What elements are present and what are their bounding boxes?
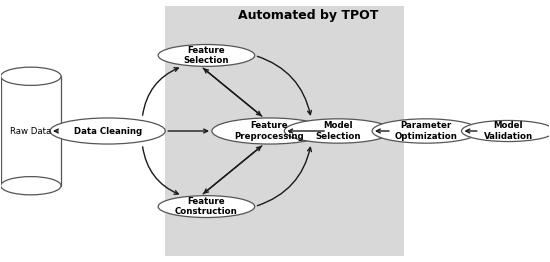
FancyBboxPatch shape	[1, 76, 61, 186]
Text: Model
Validation: Model Validation	[483, 121, 533, 141]
Text: Model
Selection: Model Selection	[315, 121, 361, 141]
Text: Feature
Preprocessing: Feature Preprocessing	[235, 121, 304, 141]
Text: Feature
Selection: Feature Selection	[184, 46, 229, 65]
Text: Data Cleaning: Data Cleaning	[74, 127, 142, 135]
Text: Parameter
Optimization: Parameter Optimization	[394, 121, 457, 141]
Ellipse shape	[1, 67, 61, 85]
Ellipse shape	[372, 119, 480, 143]
Ellipse shape	[1, 177, 61, 195]
Text: Automated by TPOT: Automated by TPOT	[238, 8, 378, 21]
Ellipse shape	[158, 45, 255, 66]
Ellipse shape	[284, 119, 392, 143]
Ellipse shape	[158, 196, 255, 217]
Ellipse shape	[50, 118, 166, 144]
Text: Raw Data: Raw Data	[10, 127, 52, 135]
Ellipse shape	[212, 118, 327, 144]
Ellipse shape	[461, 121, 550, 141]
Bar	[166, 6, 404, 256]
Text: Feature
Construction: Feature Construction	[175, 197, 238, 216]
